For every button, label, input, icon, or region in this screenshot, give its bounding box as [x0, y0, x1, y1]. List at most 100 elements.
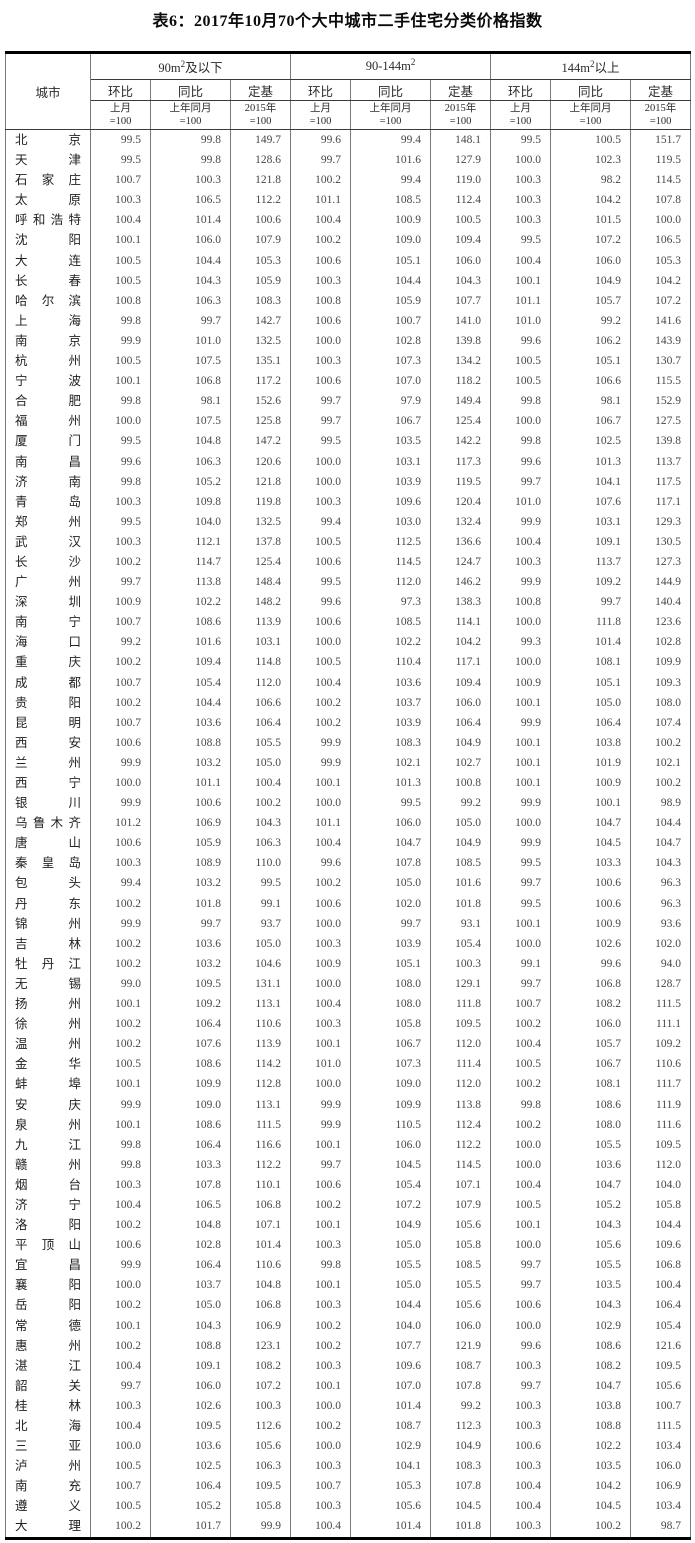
value-cell-yoy-over144: 103.5 [550, 1456, 632, 1477]
city-name: 沈阳 [15, 233, 81, 248]
value-cell-fixedbase-90to144: 112.4 [429, 1114, 492, 1135]
value-cell-fixedbase-over144: 106.8 [630, 1255, 692, 1276]
city-name: 遵义 [15, 1499, 81, 1514]
value-cell-fixedbase-90to144: 99.2 [429, 1395, 492, 1416]
value-cell-fixedbase-under90: 128.6 [230, 150, 291, 171]
value-cell-mom-over144: 100.5 [490, 371, 552, 392]
value-cell-fixedbase-over144: 143.9 [630, 330, 692, 352]
value-cell-mom-under90: 99.5 [90, 431, 151, 452]
value-cell-mom-over144: 100.1 [490, 732, 552, 753]
table-row: 吉林 100.2 103.6 105.0 100.3 103.9 105.4 1… [5, 933, 692, 954]
value-cell-yoy-under90: 109.2 [150, 994, 231, 1015]
table-row: 丹东 100.2 101.8 99.1 100.6 102.0 101.8 99… [5, 893, 692, 914]
city-name: 广州 [15, 575, 81, 590]
value-cell-mom-under90: 99.8 [90, 471, 151, 492]
value-cell-yoy-90to144: 108.5 [350, 612, 431, 633]
value-cell-yoy-90to144: 105.0 [350, 1235, 431, 1256]
value-cell-fixedbase-over144: 117.1 [630, 491, 692, 512]
value-cell-fixedbase-under90: 109.5 [230, 1476, 291, 1497]
table-row: 济南 99.8 105.2 121.8 100.0 103.9 119.5 99… [5, 471, 692, 492]
value-cell-yoy-under90: 114.7 [150, 551, 231, 573]
value-cell-yoy-over144: 105.2 [550, 1194, 632, 1216]
value-cell-fixedbase-under90: 137.8 [230, 531, 291, 552]
value-cell-fixedbase-90to144: 105.5 [429, 1275, 492, 1296]
value-cell-mom-under90: 99.9 [90, 752, 151, 773]
value-cell-mom-90to144: 100.2 [290, 1194, 351, 1216]
value-cell-yoy-90to144: 103.7 [350, 692, 431, 713]
value-cell-mom-under90: 99.8 [90, 1134, 151, 1155]
value-cell-fixedbase-under90: 105.0 [230, 933, 291, 954]
value-cell-yoy-over144: 108.8 [550, 1416, 632, 1437]
table-row: 湛江 100.4 109.1 108.2 100.3 109.6 108.7 1… [5, 1355, 692, 1376]
value-cell-yoy-under90: 106.3 [150, 290, 231, 311]
value-cell-yoy-90to144: 100.9 [350, 210, 431, 231]
value-cell-yoy-over144: 108.6 [550, 1094, 632, 1115]
value-cell-yoy-under90: 101.1 [150, 773, 231, 794]
value-cell-fixedbase-90to144: 104.9 [429, 732, 492, 753]
value-cell-fixedbase-90to144: 104.5 [429, 1496, 492, 1517]
value-cell-yoy-over144: 102.9 [550, 1315, 632, 1336]
value-cell-fixedbase-under90: 107.9 [230, 230, 291, 251]
value-cell-yoy-over144: 106.7 [550, 1054, 632, 1075]
value-cell-fixedbase-over144: 114.5 [630, 170, 692, 191]
basis-line2: =100 [379, 116, 402, 127]
city-cell: 锦州 [5, 913, 91, 934]
value-cell-yoy-over144: 102.2 [550, 1436, 632, 1457]
value-cell-mom-under90: 100.2 [90, 893, 151, 914]
value-cell-fixedbase-90to144: 119.0 [429, 170, 492, 191]
city-cell: 兰州 [5, 752, 91, 773]
table-row: 蚌埠 100.1 109.9 112.8 100.0 109.0 112.0 1… [5, 1074, 692, 1095]
value-cell-yoy-under90: 103.6 [150, 933, 231, 954]
value-cell-fixedbase-90to144: 107.1 [429, 1174, 492, 1195]
city-cell: 烟台 [5, 1174, 91, 1195]
value-cell-mom-over144: 100.5 [490, 351, 552, 372]
value-cell-fixedbase-over144: 140.4 [630, 592, 692, 613]
city-name: 烟台 [15, 1177, 81, 1192]
value-cell-yoy-90to144: 106.7 [350, 1034, 431, 1055]
value-cell-mom-90to144: 99.7 [290, 411, 351, 432]
value-cell-fixedbase-over144: 94.0 [630, 953, 692, 974]
value-cell-mom-90to144: 100.3 [290, 1295, 351, 1316]
value-cell-yoy-under90: 102.5 [150, 1456, 231, 1477]
value-cell-mom-under90: 100.2 [90, 933, 151, 954]
value-cell-yoy-90to144: 110.4 [350, 652, 431, 673]
value-cell-mom-over144: 99.7 [490, 471, 552, 492]
value-cell-fixedbase-over144: 104.0 [630, 1174, 692, 1195]
value-cell-yoy-90to144: 104.4 [350, 270, 431, 291]
value-cell-fixedbase-over144: 113.7 [630, 451, 692, 472]
value-cell-yoy-under90: 102.2 [150, 592, 231, 613]
city-cell: 温州 [5, 1034, 91, 1055]
value-cell-fixedbase-over144: 100.0 [630, 210, 692, 231]
city-cell: 西安 [5, 732, 91, 753]
value-cell-mom-90to144: 100.0 [290, 973, 351, 995]
city-name: 济南 [15, 474, 81, 489]
value-cell-fixedbase-over144: 110.6 [630, 1054, 692, 1075]
value-cell-yoy-over144: 99.6 [550, 953, 632, 974]
value-cell-yoy-over144: 101.3 [550, 451, 632, 472]
metric-header-fixedbase: 定基 [630, 79, 692, 101]
city-cell: 银川 [5, 793, 91, 814]
value-cell-mom-90to144: 100.8 [290, 290, 351, 311]
value-cell-fixedbase-under90: 100.2 [230, 793, 291, 814]
value-cell-mom-90to144: 100.1 [290, 1134, 351, 1155]
city-cell: 杭州 [5, 351, 91, 372]
value-cell-fixedbase-90to144: 138.3 [429, 592, 492, 613]
value-cell-yoy-over144: 103.8 [550, 732, 632, 753]
value-cell-mom-90to144: 99.5 [290, 572, 351, 593]
value-cell-mom-under90: 100.4 [90, 1416, 151, 1437]
basis-line2: =100 [509, 116, 532, 127]
value-cell-mom-90to144: 100.2 [290, 1335, 351, 1356]
city-cell: 石家庄 [5, 170, 91, 191]
city-name: 徐州 [15, 1017, 81, 1032]
value-cell-yoy-over144: 104.9 [550, 270, 632, 291]
value-cell-mom-90to144: 100.9 [290, 953, 351, 974]
value-cell-yoy-over144: 103.5 [550, 1275, 632, 1296]
value-cell-fixedbase-over144: 111.7 [630, 1074, 692, 1095]
value-cell-mom-under90: 100.1 [90, 1114, 151, 1135]
value-cell-yoy-over144: 102.5 [550, 431, 632, 452]
value-cell-fixedbase-under90: 100.6 [230, 210, 291, 231]
value-cell-fixedbase-under90: 110.1 [230, 1174, 291, 1195]
value-cell-mom-under90: 100.3 [90, 1395, 151, 1416]
table-row: 秦皇岛 100.3 108.9 110.0 99.6 107.8 108.5 9… [5, 853, 692, 874]
value-cell-mom-90to144: 99.7 [290, 150, 351, 171]
